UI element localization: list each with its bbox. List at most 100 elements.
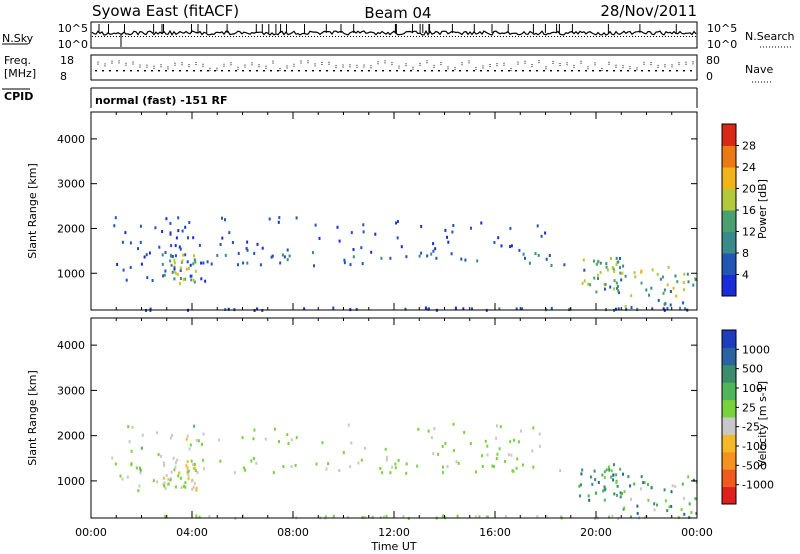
velocity-cell	[165, 474, 168, 478]
nsearch-dot	[656, 36, 657, 37]
nsky-label: N.Sky	[2, 32, 34, 45]
nsearch-dot	[116, 36, 117, 37]
power-cell	[510, 244, 513, 248]
power-cell	[397, 220, 399, 223]
nsearch-top-tick: 10^5	[707, 22, 737, 35]
freq-dot	[396, 70, 398, 72]
nsearch-dot	[662, 36, 663, 37]
nsearch-dot	[314, 36, 315, 37]
nsearch-dot	[599, 36, 600, 37]
velocity-cell	[594, 478, 597, 482]
velocity-cell	[137, 489, 140, 493]
time-tick-label: 12:00	[378, 526, 410, 539]
nsearch-dot	[560, 36, 561, 37]
velocity-cell	[668, 505, 671, 509]
velocity-cell	[485, 515, 488, 519]
nsearch-dot	[347, 36, 348, 37]
nsearch-dot	[92, 36, 93, 37]
power-cell	[162, 274, 165, 278]
nsearch-dot	[362, 36, 363, 37]
velocity-cell	[603, 498, 606, 502]
velocity-cell	[623, 490, 626, 494]
nsearch-dot	[602, 36, 603, 37]
freq-dot	[690, 70, 692, 72]
power-cell	[664, 301, 667, 305]
nsearch-dot	[623, 36, 624, 37]
velocity-cell	[441, 444, 444, 448]
power-cell	[583, 268, 586, 272]
velocity-cell	[193, 466, 196, 470]
velocity-cell	[513, 438, 516, 442]
power-cell	[194, 269, 197, 273]
nsearch-dot	[440, 36, 441, 37]
velocity-cell	[612, 478, 615, 482]
velocity-cell	[121, 477, 124, 481]
velocity-cell	[515, 466, 518, 470]
nsearch-dot	[125, 36, 126, 37]
nsearch-dot	[137, 36, 138, 37]
freq-dot	[186, 70, 188, 72]
velocity-cell	[517, 440, 520, 444]
power-cell	[380, 256, 383, 260]
nsearch-dot	[692, 36, 693, 37]
power-cell	[669, 303, 672, 307]
nsearch-dot	[479, 36, 480, 37]
power-cell	[540, 234, 543, 238]
velocity-colorbar-swatch	[722, 434, 736, 453]
power-cell	[451, 230, 454, 234]
power-cell	[518, 248, 521, 252]
nsearch-dot	[119, 36, 120, 37]
power-cell	[609, 285, 612, 289]
power-cell	[113, 224, 116, 228]
nsearch-dot	[416, 36, 417, 37]
nsearch-dot	[254, 36, 255, 37]
velocity-cell	[613, 492, 616, 496]
power-ylabel: Slant Range [km]	[26, 163, 39, 259]
nsearch-dot	[257, 36, 258, 37]
power-cell	[621, 271, 624, 275]
nsearch-dot	[635, 36, 636, 37]
nsearch-dot	[293, 36, 294, 37]
nsearch-dot	[149, 36, 150, 37]
velocity-cell	[394, 462, 397, 466]
velocity-cell	[174, 461, 177, 465]
nsearch-dot	[611, 36, 612, 37]
nsearch-dot	[350, 36, 351, 37]
power-cell	[182, 253, 185, 257]
velocity-cell	[491, 464, 494, 468]
nsearch-dot	[500, 36, 501, 37]
nsearch-dot	[506, 36, 507, 37]
power-cell	[361, 262, 364, 266]
nsearch-dot	[224, 36, 225, 37]
velocity-cell	[294, 463, 297, 467]
power-cell	[158, 245, 161, 249]
beam-title: Beam 04	[364, 4, 431, 22]
power-cell	[667, 265, 670, 269]
velocity-cell	[486, 444, 489, 448]
power-cell	[318, 236, 321, 240]
power-cell	[606, 268, 609, 272]
velocity-cell	[610, 475, 613, 479]
velocity-cell	[190, 479, 193, 483]
velocity-cell	[138, 484, 141, 488]
power-cell	[261, 246, 264, 250]
velocity-cell	[138, 466, 141, 470]
power-cell	[268, 217, 271, 221]
velocity-colorbar-tick-label: 500	[742, 363, 763, 376]
nsearch-dot	[263, 36, 264, 37]
power-cell	[597, 259, 600, 263]
velocity-cell	[141, 433, 144, 437]
power-cell	[181, 229, 184, 233]
velocity-cell	[538, 444, 541, 448]
nsearch-dot	[278, 36, 279, 37]
power-cell	[281, 253, 284, 257]
velocity-cell	[647, 498, 650, 502]
freq-dot	[270, 70, 272, 72]
velocity-cell	[636, 504, 639, 508]
velocity-cell	[603, 485, 606, 489]
nsearch-dot	[167, 36, 168, 37]
velocity-colorbar-swatch	[722, 417, 736, 435]
nsearch-dot	[476, 36, 477, 37]
velocity-cell	[481, 454, 484, 458]
velocity-axis: 1000 2000 3000 4000	[57, 318, 698, 518]
